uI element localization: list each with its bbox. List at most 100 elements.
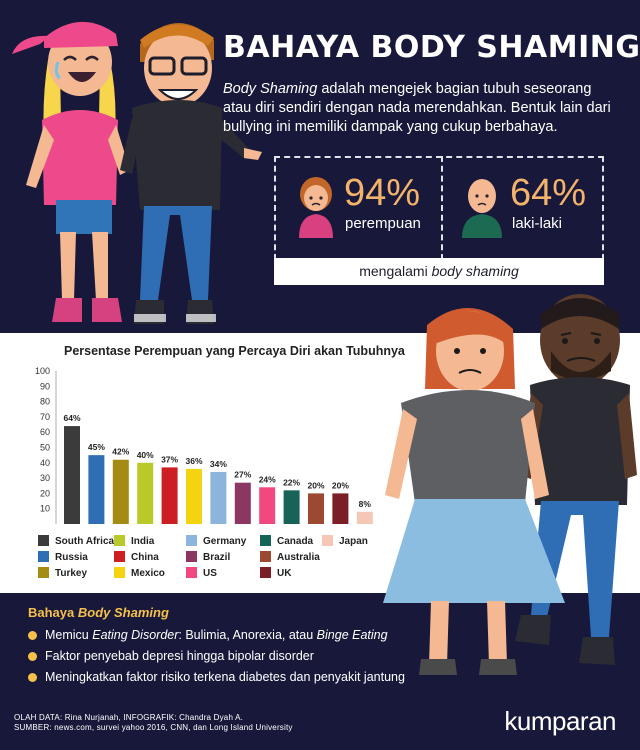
legend-swatch: [114, 567, 125, 578]
bar-canada: [283, 490, 300, 524]
sad-people-illustration: [383, 294, 637, 675]
legend-item-brazil: Brazil: [186, 551, 230, 563]
item-text: Faktor penyebab depresi hingga bipolar d…: [45, 649, 314, 663]
y-tick-label: 90: [40, 381, 50, 391]
men-label: laki-laki: [512, 215, 563, 232]
legend-swatch: [38, 535, 49, 546]
dangers-title-text: Bahaya: [28, 605, 78, 620]
bar-brazil: [234, 482, 251, 524]
y-tick-label: 40: [40, 458, 50, 468]
bar-value-label: 36%: [185, 456, 202, 466]
men-percentage: 64%: [510, 172, 587, 214]
brand-logo: kumparan: [504, 706, 616, 736]
legend-item-turkey: Turkey: [38, 567, 87, 579]
legend-item-canada: Canada: [260, 535, 313, 547]
legend-label: Brazil: [203, 552, 231, 563]
legend-item-mexico: Mexico: [114, 567, 165, 579]
legend-label: Japan: [339, 536, 368, 547]
bar-germany: [210, 471, 227, 524]
legend-item-india: India: [114, 535, 154, 547]
credits-line: OLAH DATA: Rina Nurjanah, INFOGRAFIK: Ch…: [14, 713, 244, 722]
stats-caption-term: body shaming: [431, 263, 519, 279]
bar-value-label: 8%: [359, 499, 372, 509]
bar-value-label: 34%: [210, 459, 227, 469]
sad-girl-figure: [383, 307, 565, 675]
legend-label: Russia: [55, 552, 88, 563]
legend-item-australia: Australia: [260, 551, 320, 563]
laughing-girl-figure: [12, 21, 130, 322]
item-text: Memicu: [45, 628, 93, 642]
legend-swatch: [322, 535, 333, 546]
legend-item-uk: UK: [260, 567, 291, 579]
legend-swatch: [38, 567, 49, 578]
dangers-title-term: Body Shaming: [77, 605, 169, 620]
legend-swatch: [114, 551, 125, 562]
item-term: Eating Disorder: [92, 628, 179, 642]
pointing-boy-figure: [120, 22, 262, 324]
legend-label: Canada: [277, 536, 314, 547]
y-tick-label: 50: [40, 443, 50, 453]
chart-legend: South Africa Russia Turkey India China Mexico…: [0, 535, 640, 585]
page-title: BAHAYA BODY SHAMING: [223, 30, 640, 65]
legend-swatch: [186, 535, 197, 546]
y-tick-label: 70: [40, 412, 50, 422]
legend-label: Germany: [203, 536, 247, 547]
legend-label: China: [131, 552, 159, 563]
y-tick-label: 60: [40, 427, 50, 437]
bar-south-africa: [64, 426, 80, 524]
bar-value-label: 20%: [332, 480, 349, 490]
y-tick-label: 80: [40, 397, 50, 407]
bar-australia: [308, 493, 324, 524]
bar-china: [161, 467, 178, 524]
intro-text: adalah mengejek bagian tubuh seseorang a…: [223, 81, 611, 135]
legend-label: India: [131, 536, 155, 547]
source-line: SUMBER: news.com, survei yahoo 2016, CNN…: [14, 723, 293, 732]
y-tick-label: 20: [40, 488, 50, 498]
y-tick-label: 10: [40, 504, 50, 514]
list-item: Meningkatkan faktor risiko terkena diabe…: [28, 669, 405, 690]
bar-value-label: 64%: [63, 413, 80, 423]
bar-value-label: 42%: [112, 447, 129, 457]
legend-label: Turkey: [55, 568, 88, 579]
legend-label: South Africa: [55, 536, 115, 547]
bar-uk: [332, 493, 349, 524]
bar-japan: [356, 511, 373, 524]
list-item: Faktor penyebab depresi hingga bipolar d…: [28, 648, 405, 669]
legend-swatch: [38, 551, 49, 562]
legend-swatch: [260, 535, 271, 546]
legend-item-us: US: [186, 567, 217, 579]
bar-us: [259, 487, 276, 524]
bullet-dot-icon: [28, 652, 37, 661]
intro-term: Body Shaming: [223, 81, 318, 97]
legend-item-south-africa: South Africa: [38, 535, 114, 547]
y-tick-label: 30: [40, 473, 50, 483]
bar-value-label: 20%: [307, 480, 324, 490]
intro-paragraph: Body Shaming adalah mengejek bagian tubu…: [223, 80, 623, 137]
legend-item-russia: Russia: [38, 551, 88, 563]
legend-swatch: [260, 567, 271, 578]
legend-swatch: [186, 567, 197, 578]
bar-chart: 10 20 30 40 50 60 70 80 90 100 64% 45% 42% 40% 37% 36% 3…: [35, 366, 373, 524]
item-text: Meningkatkan faktor risiko terkena diabe…: [45, 670, 405, 684]
bar-value-label: 24%: [259, 474, 276, 484]
chart-title: Persentase Perempuan yang Percaya Diri a…: [64, 344, 405, 358]
legend-label: Australia: [277, 552, 320, 563]
women-label: perempuan: [345, 215, 421, 232]
y-tick-label: 100: [35, 366, 50, 376]
legend-swatch: [260, 551, 271, 562]
bar-india: [88, 455, 105, 524]
legend-swatch: [114, 535, 125, 546]
sad-man-figure: [515, 294, 637, 665]
item-text: : Bulimia, Anorexia, atau: [178, 628, 317, 642]
stats-box: [274, 156, 604, 260]
bar-mexico: [137, 462, 154, 524]
women-percentage: 94%: [344, 172, 421, 214]
list-item: Memicu Eating Disorder: Bulimia, Anorexi…: [28, 627, 405, 648]
bullet-dot-icon: [28, 631, 37, 640]
legend-swatch: [186, 551, 197, 562]
credits: OLAH DATA: Rina Nurjanah, INFOGRAFIK: Ch…: [14, 713, 293, 733]
legend-label: US: [203, 568, 217, 579]
dangers-title: Bahaya Body Shaming: [28, 605, 169, 620]
bullet-dot-icon: [28, 673, 37, 682]
